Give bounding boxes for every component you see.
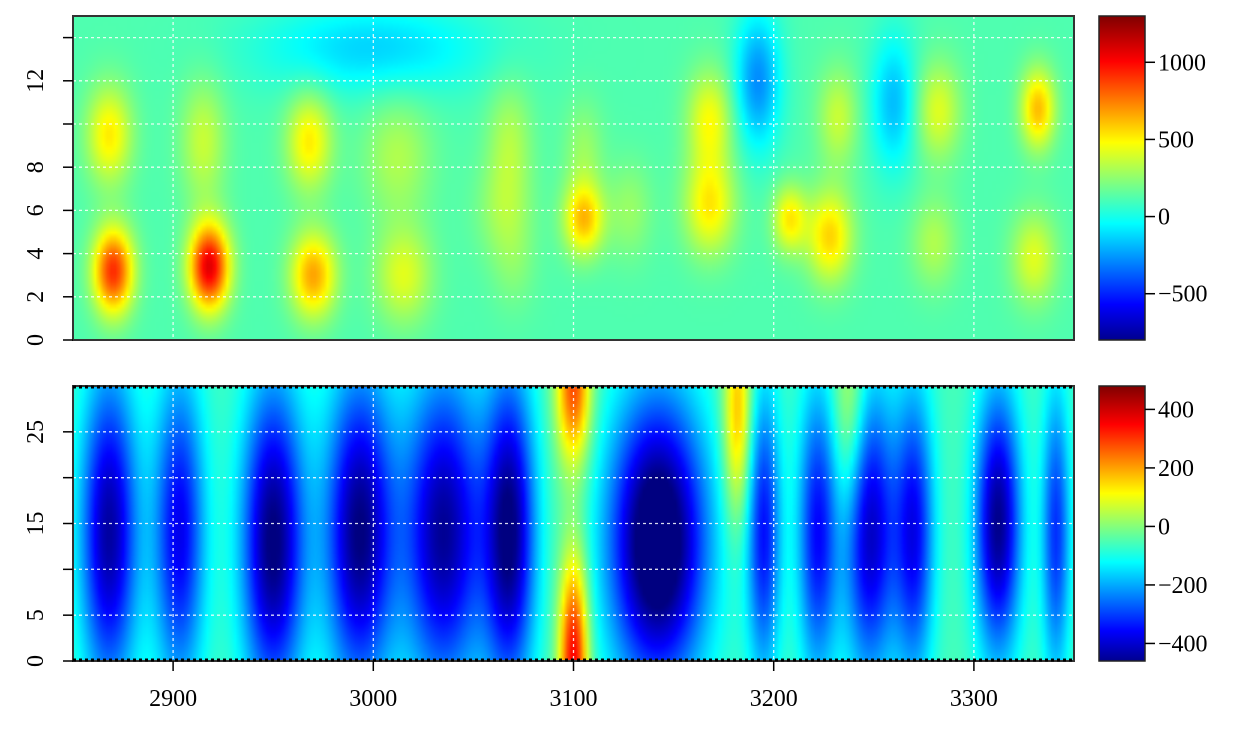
bottom-y-axis: 0 5 15 25 bbox=[23, 420, 73, 667]
colorbar-tick-label: 1000 bbox=[1158, 50, 1206, 76]
colorbar-tick-label: 0 bbox=[1158, 205, 1170, 231]
colorbar-tick-label: 500 bbox=[1158, 127, 1194, 153]
bottom-colorbar-scale bbox=[1098, 385, 1146, 662]
bottom-grid bbox=[73, 386, 1074, 661]
colorbar-tick-label: 200 bbox=[1158, 456, 1194, 482]
y-tick-label: 25 bbox=[23, 420, 49, 444]
y-tick-label: 12 bbox=[23, 69, 49, 93]
top-colorbar: 1000 500 0 −500 bbox=[1098, 15, 1208, 341]
top-plot-frame bbox=[72, 15, 1075, 341]
top-panel: 0 2 4 6 8 12 1000 500 0 −500 bbox=[23, 15, 1208, 346]
x-tick-label: 3300 bbox=[950, 686, 998, 712]
y-tick-label: 15 bbox=[23, 512, 49, 536]
y-tick-label: 8 bbox=[23, 161, 49, 173]
y-tick-label: 2 bbox=[23, 291, 49, 303]
bottom-panel: 0 5 15 25 2900 3000 3100 3200 3300 400 200 0 −200 −… bbox=[23, 385, 1208, 712]
x-tick-label: 3000 bbox=[349, 686, 397, 712]
colorbar-tick-label: 0 bbox=[1158, 514, 1170, 540]
colorbar-tick-label: −200 bbox=[1158, 573, 1208, 599]
y-tick-label: 4 bbox=[23, 248, 49, 260]
y-tick-label: 0 bbox=[23, 334, 49, 346]
x-tick-label: 3200 bbox=[750, 686, 798, 712]
bottom-colorbar: 400 200 0 −200 −400 bbox=[1098, 385, 1208, 662]
y-tick-label: 6 bbox=[23, 204, 49, 216]
y-tick-label: 0 bbox=[23, 655, 49, 667]
x-tick-label: 3100 bbox=[550, 686, 598, 712]
colorbar-tick-label: 400 bbox=[1158, 397, 1194, 423]
x-tick-label: 2900 bbox=[149, 686, 197, 712]
colorbar-tick-label: −400 bbox=[1158, 631, 1208, 657]
y-tick-label: 5 bbox=[23, 609, 49, 621]
top-colorbar-ticks: 1000 500 0 −500 bbox=[1145, 50, 1208, 308]
colorbar-tick-label: −500 bbox=[1158, 282, 1208, 308]
top-y-axis: 0 2 4 6 8 12 bbox=[23, 36, 73, 346]
top-colorbar-scale bbox=[1098, 15, 1146, 341]
top-grid bbox=[73, 16, 1074, 340]
bottom-colorbar-ticks: 400 200 0 −200 −400 bbox=[1145, 397, 1208, 657]
bottom-x-axis: 2900 3000 3100 3200 3300 bbox=[149, 661, 998, 712]
